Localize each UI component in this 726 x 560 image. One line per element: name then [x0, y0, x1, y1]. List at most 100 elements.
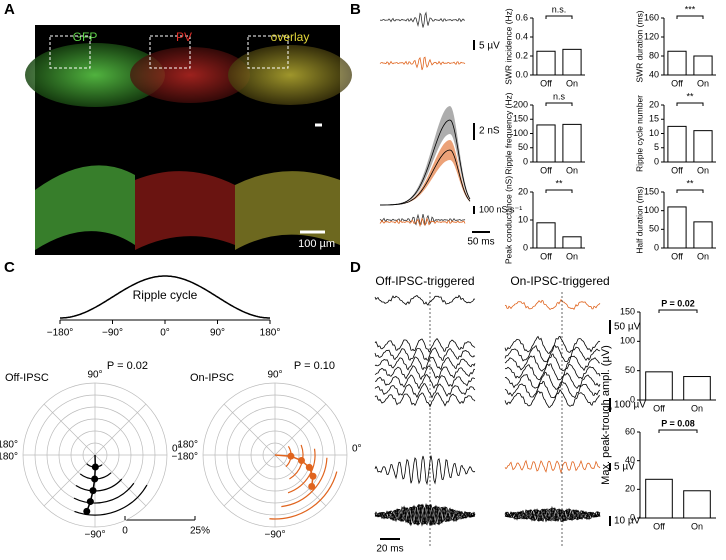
polar-label: 0°: [352, 444, 362, 455]
y-tick-label: 15: [649, 114, 659, 124]
scale-label: 5 µV: [479, 41, 500, 52]
x-tick-label: Off: [671, 165, 683, 175]
y-tick-label: 120: [644, 31, 659, 41]
y-tick-label: 50: [649, 224, 659, 234]
mean-point: [83, 507, 91, 515]
x-tick-label: On: [566, 165, 578, 175]
sig-bracket: [658, 309, 698, 313]
trace: [504, 371, 601, 390]
sig-label: P = 0.08: [661, 418, 695, 428]
polar-label: 0°: [172, 444, 182, 455]
trace: [504, 508, 601, 523]
bar: [667, 206, 687, 249]
y-tick-label: 150: [644, 186, 659, 196]
y-tick-label: 0: [523, 156, 528, 166]
sig-bracket: [545, 102, 573, 106]
x-tick-label: On: [691, 403, 703, 413]
phase-arc: [73, 482, 135, 504]
micrograph: [25, 25, 352, 255]
y-tick-label: 100: [644, 205, 659, 215]
phase-arc: [289, 444, 304, 480]
bar: [536, 50, 556, 76]
trace: [374, 356, 476, 371]
sig-bracket: [545, 189, 573, 193]
y-tick-label: 150: [620, 306, 635, 316]
polar-label: −180°: [171, 452, 198, 463]
phase-arc: [281, 457, 328, 508]
scale-bar-label: 100 µm: [298, 238, 335, 250]
trace: [374, 502, 476, 527]
y-tick-label: 10: [518, 214, 528, 224]
x-tick-label: 0°: [160, 328, 170, 339]
channel-label: PV: [176, 30, 192, 44]
y-axis-label: Half duration (ms): [634, 186, 644, 254]
y-tick-label: 40: [649, 69, 659, 79]
bar: [536, 222, 556, 249]
bar: [693, 130, 713, 163]
mean-point: [89, 487, 97, 495]
trace: [504, 459, 601, 474]
sig-bracket: [676, 102, 704, 106]
sig-bracket: [676, 189, 704, 193]
sig-bracket: [658, 429, 698, 433]
y-tick-label: 150: [513, 114, 528, 124]
y-tick-label: 80: [649, 50, 659, 60]
y-tick-label: 0.4: [515, 31, 528, 41]
trace: [379, 217, 466, 228]
scale-label: 25%: [190, 526, 210, 537]
bar: [562, 48, 582, 76]
scale-label: 20 ms: [376, 544, 403, 555]
trace-title: Off-IPSC-triggered: [375, 274, 474, 288]
x-tick-label: Off: [671, 78, 683, 88]
x-tick-label: On: [566, 78, 578, 88]
polar-label: 90°: [267, 370, 282, 381]
scale-label: 100 µV: [614, 400, 646, 411]
trace: [374, 383, 476, 399]
bar: [683, 376, 711, 401]
phase-arc: [287, 448, 316, 494]
sig-label: n.s.: [552, 4, 567, 14]
mean-point: [91, 463, 99, 471]
trace: [379, 11, 466, 28]
bar: [667, 125, 687, 163]
mean-point: [86, 498, 94, 506]
polar-title: Off-IPSC: [5, 372, 49, 384]
y-axis-label: Ripple frequency (Hz): [503, 92, 513, 174]
y-axis-label: SWR duration (ms): [634, 10, 644, 82]
bar: [683, 490, 711, 519]
y-tick-label: 0: [630, 394, 635, 404]
trace: [504, 345, 601, 363]
y-tick-label: 100: [620, 336, 635, 346]
bar: [562, 236, 582, 249]
scale-bars: [380, 320, 611, 540]
polar-label: −90°: [85, 530, 106, 541]
p-value: P = 0.10: [294, 360, 335, 372]
mean-point: [297, 456, 305, 464]
y-tick-label: 100: [513, 128, 528, 138]
x-tick-label: Off: [653, 521, 665, 531]
y-tick-label: 50: [625, 365, 635, 375]
trace: [504, 363, 601, 381]
x-tick-label: Off: [653, 403, 665, 413]
sig-label: **: [555, 178, 563, 188]
y-tick-label: 0.0: [515, 69, 528, 79]
y-tick-label: 160: [644, 12, 659, 22]
x-tick-label: 180°: [260, 328, 281, 339]
y-tick-label: 5: [654, 142, 659, 152]
y-tick-label: 0.6: [515, 12, 528, 22]
sig-label: P = 0.02: [661, 298, 695, 308]
scale-bars: [472, 40, 490, 233]
phase-arc: [74, 484, 148, 516]
bar: [667, 50, 687, 76]
x-tick-label: Off: [540, 78, 552, 88]
y-axis-label: Max. peak-trough ampl. (µV): [600, 345, 612, 485]
y-axis-label: Peak conductance (nS): [503, 176, 513, 265]
trace: [379, 213, 466, 227]
trace: [504, 380, 601, 399]
y-tick-label: 40: [625, 455, 635, 465]
trace-title: On-IPSC-triggered: [510, 274, 609, 288]
trace: [374, 294, 476, 306]
trace: [374, 392, 476, 408]
x-tick-label: Off: [540, 251, 552, 261]
x-tick-label: On: [566, 251, 578, 261]
